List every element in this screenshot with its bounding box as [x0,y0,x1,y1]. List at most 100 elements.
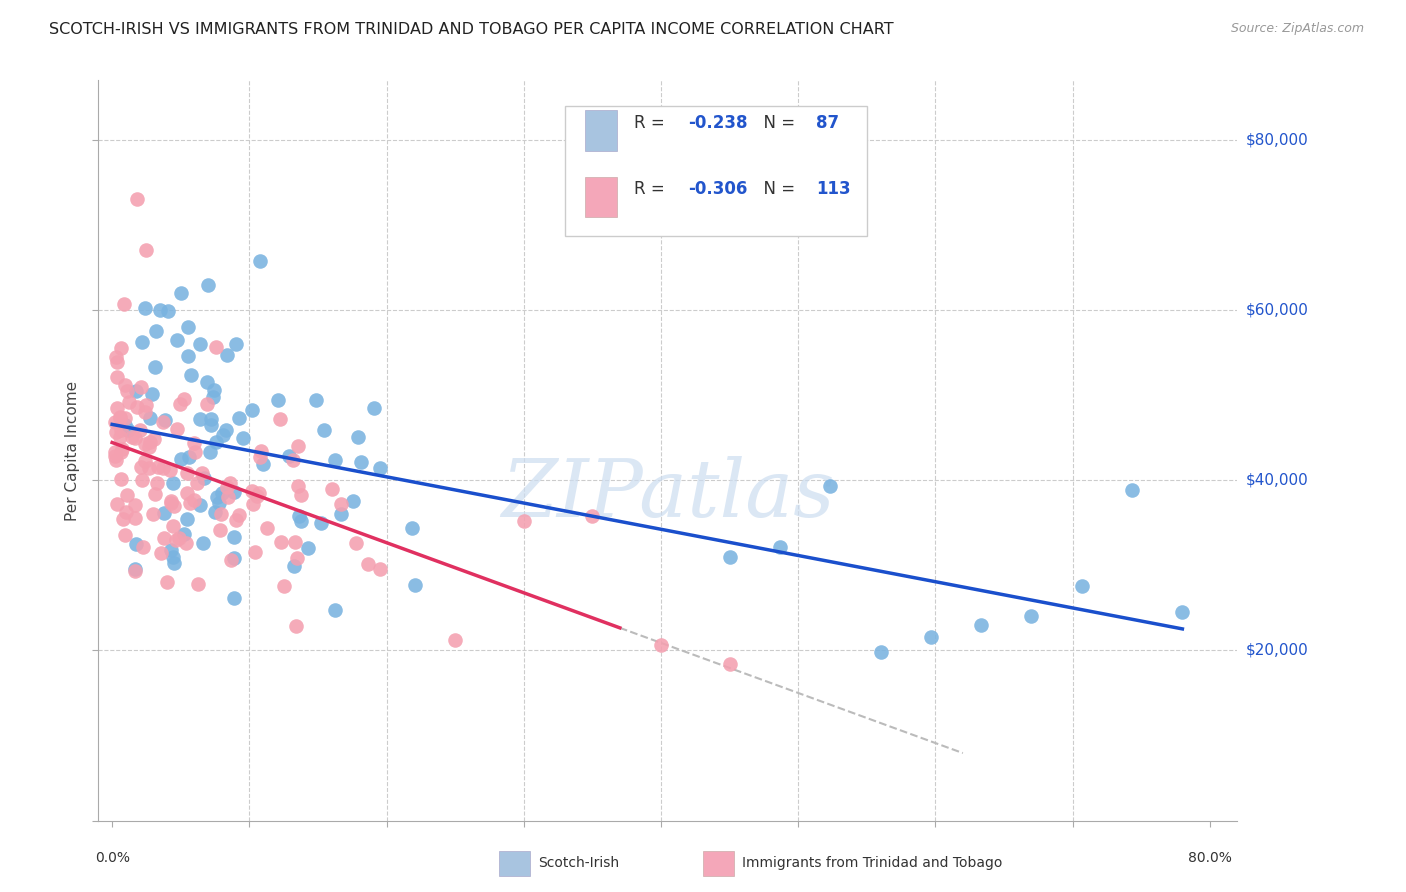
Point [1021,608,1043,623]
Point [143,360,166,375]
Point [198,445,221,459]
Point [143,432,166,446]
Point [124,498,146,512]
Point [1171,605,1194,619]
Text: 0.0%: 0.0% [94,851,129,865]
Point [207,490,229,504]
Point [252,458,274,472]
Point [110,445,132,459]
Point [169,397,191,411]
Point [132,540,155,554]
Point [209,507,232,521]
Point [217,480,239,494]
Point [190,411,212,425]
Point [129,380,152,394]
Point [240,483,263,498]
Point [368,461,391,475]
Point [124,564,146,578]
Point [444,632,467,647]
Text: $40,000: $40,000 [1246,473,1309,488]
Text: -0.238: -0.238 [689,114,748,132]
Point [124,431,146,445]
Text: Immigrants from Trinidad and Tobago: Immigrants from Trinidad and Tobago [742,856,1002,871]
Point [225,337,247,351]
Point [115,505,138,519]
Point [135,244,157,258]
FancyBboxPatch shape [585,110,617,151]
Point [202,384,225,398]
Point [311,516,333,531]
Point [104,425,127,439]
Point [163,556,186,570]
Point [165,533,187,548]
Point [159,494,181,508]
Text: N =: N = [754,114,800,132]
Point [224,530,246,544]
Point [363,401,385,415]
Point [187,576,209,591]
Point [290,514,312,528]
Point [1121,483,1143,497]
Point [193,471,215,485]
Point [114,417,136,432]
Text: Source: ZipAtlas.com: Source: ZipAtlas.com [1230,22,1364,36]
Point [205,340,228,354]
Point [114,411,136,425]
Point [157,303,180,318]
Point [162,550,184,565]
Point [344,535,367,549]
Point [117,423,139,437]
Point [111,442,134,457]
Point [114,378,136,392]
Point [269,411,291,425]
Point [134,454,156,468]
Point [195,397,218,411]
Point [285,550,308,565]
Point [184,445,207,459]
Point [105,355,128,369]
Text: 80.0%: 80.0% [1188,851,1232,865]
Point [139,435,162,450]
Point [211,486,233,500]
Point [224,485,246,500]
Point [159,463,181,477]
Point [104,445,127,459]
Point [204,505,226,519]
Point [281,453,304,467]
Point [105,401,128,416]
Point [212,428,235,442]
Point [323,452,346,467]
Point [141,387,163,401]
Point [228,411,250,425]
FancyBboxPatch shape [585,177,617,218]
Point [105,497,128,511]
Point [228,508,250,522]
Point [149,303,172,318]
Point [209,523,232,537]
Point [186,475,208,490]
Point [170,286,193,301]
Point [297,541,319,556]
Point [200,412,222,426]
Point [152,415,174,429]
Point [112,297,135,311]
Point [202,390,225,404]
Point [131,474,153,488]
FancyBboxPatch shape [703,851,734,876]
Point [166,333,188,347]
Point [581,509,603,524]
Point [177,450,200,465]
Point [718,657,741,671]
Text: -0.306: -0.306 [689,180,748,199]
Point [650,638,672,652]
Text: $80,000: $80,000 [1246,132,1309,147]
Point [1070,579,1092,593]
Point [818,479,841,493]
Point [176,320,198,334]
Point [249,443,271,458]
Point [104,415,127,429]
Point [304,392,326,407]
Point [135,398,157,412]
Text: $20,000: $20,000 [1246,643,1309,658]
Point [173,527,195,541]
